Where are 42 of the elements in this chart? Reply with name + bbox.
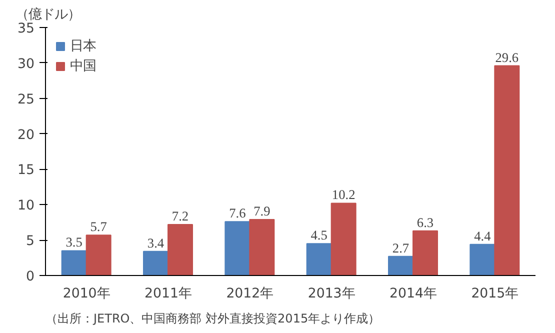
- legend-label: 日本: [70, 38, 96, 55]
- y-tick-label: 10: [18, 198, 35, 214]
- legend-label: 中国: [70, 58, 96, 75]
- data-label: 4.4: [474, 228, 492, 244]
- bar: [86, 234, 112, 276]
- data-label: 29.6: [495, 50, 519, 65]
- bar: [388, 256, 414, 276]
- bar: [306, 243, 332, 276]
- x-tick-label: 2014年: [390, 286, 436, 302]
- data-label: 7.2: [172, 208, 189, 224]
- bar: [494, 65, 520, 276]
- bar: [249, 219, 275, 276]
- data-label: 3.5: [66, 234, 83, 250]
- data-label: 10.2: [332, 187, 356, 202]
- bar: [143, 250, 168, 276]
- x-tick-label: 2012年: [226, 286, 274, 302]
- data-label: 4.5: [310, 228, 328, 243]
- data-label: 3.4: [147, 235, 164, 250]
- data-label: 5.7: [90, 219, 108, 234]
- y-tick-label: 15: [18, 163, 35, 178]
- data-label: 7.9: [254, 204, 271, 219]
- y-axis-title: （億ドル）: [16, 8, 80, 22]
- bar: [330, 202, 356, 276]
- bar: [412, 230, 438, 276]
- bar: [224, 221, 250, 276]
- data-label: 2.7: [392, 240, 410, 256]
- y-tick-label: 25: [18, 92, 35, 108]
- bar: [168, 224, 193, 276]
- y-tick-label: 35: [18, 22, 35, 36]
- data-label: 6.3: [416, 214, 434, 230]
- y-tick-label: 0: [26, 270, 35, 284]
- x-tick-label: 2010年: [62, 286, 110, 302]
- bar: [61, 250, 87, 276]
- x-tick-label: 2011年: [144, 286, 192, 302]
- bar: [470, 244, 496, 276]
- y-tick-label: 20: [18, 128, 35, 143]
- y-tick-label: 30: [18, 56, 35, 72]
- y-tick-label: 5: [26, 234, 35, 250]
- x-tick-label: 2015年: [471, 286, 518, 302]
- data-label: 7.6: [229, 206, 246, 221]
- x-tick-label: 2013年: [308, 286, 355, 302]
- text: （出所：JETRO、中国商務部 対外直接投資2015年より作成）: [46, 312, 380, 326]
